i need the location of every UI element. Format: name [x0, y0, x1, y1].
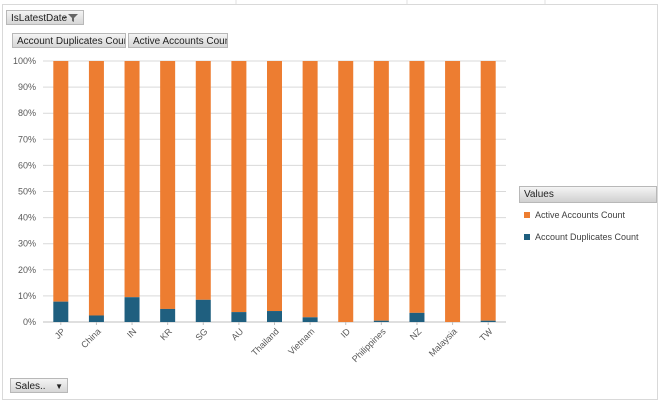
filter-icon[interactable]: [63, 13, 79, 24]
x-tick-label: Malaysia: [427, 326, 459, 358]
x-tick-label: AU: [229, 326, 245, 342]
y-tick-label: 50%: [18, 187, 36, 197]
x-tick-label: JP: [53, 326, 68, 341]
bar-active-in: [124, 61, 140, 298]
bar-duplicates-china: [88, 315, 104, 322]
bar-duplicates-philippines: [373, 320, 389, 322]
value-field-button-active[interactable]: Active Accounts Count: [128, 33, 228, 48]
value-field-label: Account Duplicates Count: [17, 36, 126, 47]
bar-active-tw: [480, 61, 496, 321]
bar-active-kr: [160, 61, 176, 309]
axis-field-button[interactable]: Sales.. ▼: [10, 378, 68, 393]
x-tick-label: SG: [193, 326, 209, 342]
bar-active-nz: [409, 61, 425, 313]
bar-active-malaysia: [445, 61, 461, 322]
bar-duplicates-au: [231, 312, 247, 322]
bar-active-thailand: [267, 61, 282, 312]
legend[interactable]: Values Active Accounts Count Account Dup…: [519, 186, 657, 247]
value-field-label: Active Accounts Count: [133, 36, 228, 47]
legend-swatch: [524, 234, 530, 240]
x-tick-label: ID: [339, 326, 353, 340]
y-tick-label: 70%: [18, 134, 36, 144]
value-field-button-duplicates[interactable]: Account Duplicates Count: [12, 33, 126, 48]
bar-duplicates-jp: [53, 301, 69, 322]
legend-swatch: [524, 212, 530, 218]
bar-duplicates-kr: [160, 308, 176, 322]
bar-active-id: [338, 61, 354, 322]
y-tick-label: 90%: [18, 82, 36, 92]
x-tick-label: Thailand: [249, 326, 280, 357]
x-tick-label: KR: [158, 326, 174, 342]
bar-active-sg: [195, 61, 211, 300]
legend-title: Values: [519, 186, 657, 203]
y-tick-label: 0%: [23, 317, 36, 327]
bar-active-vietnam: [302, 61, 318, 318]
x-tick-label: Vietnam: [286, 326, 316, 356]
x-tick-label: IN: [125, 326, 138, 339]
bar-duplicates-nz: [409, 312, 425, 322]
y-tick-label: 40%: [18, 213, 36, 223]
bar-duplicates-vietnam: [302, 317, 318, 322]
filter-field-button[interactable]: IsLatestDate: [6, 10, 84, 25]
axis-field-label: Sales..: [15, 381, 46, 392]
legend-label: Active Accounts Count: [535, 210, 626, 220]
y-tick-label: 30%: [18, 239, 36, 249]
y-tick-label: 60%: [18, 160, 36, 170]
chevron-down-icon[interactable]: ▼: [55, 382, 63, 391]
bar-active-au: [231, 61, 247, 313]
filter-field-label: IsLatestDate: [11, 13, 68, 24]
y-tick-label: 100%: [13, 56, 36, 66]
y-tick-label: 20%: [18, 265, 36, 275]
bar-duplicates-tw: [480, 320, 496, 322]
x-tick-label: NZ: [408, 326, 424, 342]
legend-label: Account Duplicates Count: [535, 232, 639, 242]
bar-active-philippines: [373, 61, 389, 321]
legend-item-active[interactable]: Active Accounts Count: [519, 205, 657, 225]
bar-active-china: [88, 61, 104, 316]
bar-active-jp: [53, 61, 69, 302]
legend-item-duplicates[interactable]: Account Duplicates Count: [519, 227, 657, 247]
bar-duplicates-sg: [195, 299, 211, 322]
bar-duplicates-in: [124, 297, 140, 322]
bar-duplicates-thailand: [267, 311, 282, 322]
x-tick-label: Philippines: [350, 326, 388, 364]
x-tick-label: TW: [478, 326, 495, 343]
x-tick-label: China: [79, 326, 103, 350]
y-tick-label: 80%: [18, 108, 36, 118]
y-tick-label: 10%: [18, 291, 36, 301]
